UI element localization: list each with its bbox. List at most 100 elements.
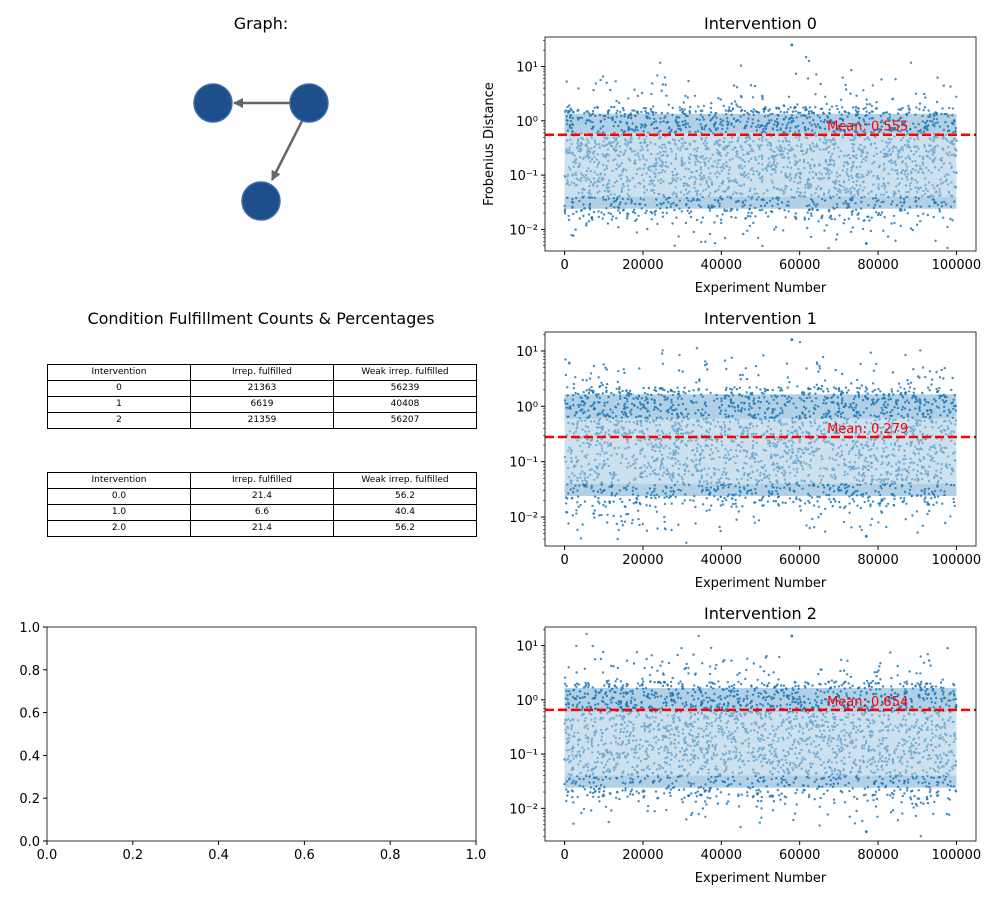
- data-point: [885, 455, 888, 459]
- data-point: [934, 157, 937, 160]
- data-point: [610, 145, 614, 148]
- data-point: [758, 209, 762, 212]
- data-point: [769, 428, 773, 431]
- data-point: [824, 95, 827, 99]
- data-point: [598, 463, 601, 466]
- data-point: [694, 466, 697, 469]
- data-point: [654, 157, 658, 160]
- data-point: [754, 491, 758, 495]
- data-point: [678, 199, 682, 202]
- data-point: [598, 146, 601, 149]
- data-point: [768, 161, 771, 164]
- data-point: [600, 178, 604, 182]
- data-point: [773, 228, 776, 231]
- data-point: [838, 506, 842, 509]
- data-point: [700, 176, 703, 179]
- data-point: [707, 176, 710, 179]
- data-point: [741, 158, 745, 162]
- data-point: [677, 447, 680, 450]
- data-point: [721, 473, 724, 476]
- data-point: [814, 93, 817, 96]
- data-point: [833, 218, 837, 221]
- data-point: [721, 165, 724, 169]
- data-point: [640, 145, 643, 148]
- data-point: [781, 394, 784, 397]
- data-point: [564, 110, 567, 114]
- data-point: [603, 441, 606, 444]
- data-point: [904, 432, 907, 435]
- data-point: [644, 141, 647, 144]
- data-point: [642, 157, 645, 160]
- data-point: [808, 463, 811, 467]
- data-point: [875, 468, 878, 471]
- data-point: [679, 489, 682, 492]
- data-point: [782, 442, 785, 445]
- data-point: [704, 124, 708, 127]
- data-point: [760, 479, 764, 482]
- data-point: [738, 494, 741, 497]
- data-point: [917, 130, 920, 133]
- data-point: [807, 474, 810, 477]
- data-point: [626, 466, 629, 469]
- data-point: [579, 403, 582, 407]
- data-point: [825, 224, 828, 227]
- data-point: [867, 192, 870, 195]
- data-point: [879, 120, 882, 124]
- data-point: [857, 451, 861, 454]
- data-point: [638, 430, 641, 433]
- data-point: [757, 123, 760, 127]
- data-point: [694, 131, 697, 134]
- data-point: [822, 401, 825, 405]
- data-point: [577, 403, 580, 407]
- data-point: [752, 515, 755, 518]
- data-point: [858, 525, 862, 528]
- data-point: [636, 152, 640, 155]
- data-point: [661, 474, 664, 477]
- data-point: [576, 145, 579, 149]
- data-point: [927, 401, 930, 404]
- data-point: [843, 417, 846, 420]
- data-point: [707, 167, 710, 170]
- data-point: [924, 96, 927, 99]
- data-point: [633, 130, 636, 133]
- data-point: [578, 116, 582, 120]
- data-point: [614, 145, 617, 149]
- data-point: [923, 403, 926, 407]
- data-point: [676, 386, 679, 389]
- data-point: [678, 207, 681, 210]
- data-point: [899, 201, 902, 204]
- data-point: [931, 153, 934, 156]
- data-point: [847, 153, 850, 157]
- data-point: [695, 347, 699, 350]
- data-point: [803, 195, 807, 198]
- data-point: [836, 396, 840, 399]
- data-point: [681, 142, 684, 145]
- data-point: [630, 201, 633, 205]
- data-point: [928, 137, 931, 140]
- data-point: [750, 415, 753, 418]
- data-point: [836, 107, 839, 111]
- data-point: [746, 432, 749, 435]
- data-point: [581, 191, 584, 194]
- data-point: [801, 435, 804, 438]
- data-point: [758, 148, 761, 151]
- data-point: [931, 426, 934, 429]
- data-point: [806, 181, 809, 185]
- data-point: [808, 115, 811, 119]
- data-point: [851, 186, 854, 189]
- data-point: [757, 413, 760, 416]
- data-point: [766, 474, 769, 478]
- data-point: [745, 139, 749, 143]
- data-point: [571, 398, 575, 401]
- data-point: [665, 433, 668, 436]
- data-point: [815, 383, 818, 386]
- data-point: [791, 432, 794, 435]
- data-point: [865, 103, 869, 106]
- data-point: [835, 171, 838, 174]
- data-point: [690, 170, 693, 174]
- data-point: [869, 503, 872, 506]
- data-point: [613, 193, 616, 196]
- data-point: [612, 500, 615, 503]
- data-point: [617, 226, 620, 229]
- data-point: [923, 419, 926, 423]
